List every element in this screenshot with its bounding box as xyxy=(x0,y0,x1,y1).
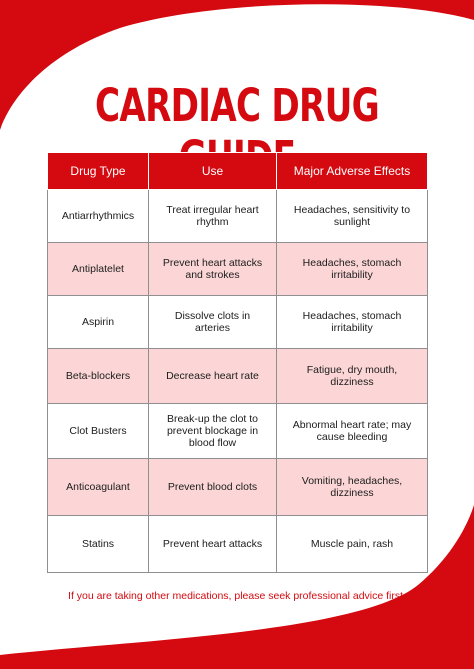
adverse-effects-cell: Abnormal heart rate; may cause bleeding xyxy=(276,403,428,459)
adverse-effects-cell: Headaches, sensitivity to sunlight xyxy=(276,189,428,243)
adverse-effects-cell: Headaches, stomach irritability xyxy=(276,242,428,296)
use-cell: Break-up the clot to prevent blockage in… xyxy=(148,403,277,459)
adverse-effects-cell: Vomiting, headaches, dizziness xyxy=(276,458,428,516)
table-row: Antiarrhythmics Treat irregular heart rh… xyxy=(47,189,428,243)
drug-type-cell: Anticoagulant xyxy=(47,458,149,516)
header-drug-type: Drug Type xyxy=(47,152,149,190)
table-row: Clot Busters Break-up the clot to preven… xyxy=(47,403,428,459)
use-cell: Decrease heart rate xyxy=(148,348,277,404)
use-cell: Prevent blood clots xyxy=(148,458,277,516)
header-use: Use xyxy=(148,152,277,190)
adverse-effects-cell: Fatigue, dry mouth, dizziness xyxy=(276,348,428,404)
drug-type-cell: Antiarrhythmics xyxy=(47,189,149,243)
adverse-effects-cell: Muscle pain, rash xyxy=(276,515,428,573)
table-row: Aspirin Dissolve clots in arteries Heada… xyxy=(47,295,428,349)
table-row: Statins Prevent heart attacks Muscle pai… xyxy=(47,515,428,573)
table-row: Antiplatelet Prevent heart attacks and s… xyxy=(47,242,428,296)
table-row: Beta-blockers Decrease heart rate Fatigu… xyxy=(47,348,428,404)
use-cell: Dissolve clots in arteries xyxy=(148,295,277,349)
use-cell: Prevent heart attacks and strokes xyxy=(148,242,277,296)
table-header-row: Drug Type Use Major Adverse Effects xyxy=(47,152,428,190)
drug-type-cell: Beta-blockers xyxy=(47,348,149,404)
advice-footnote: If you are taking other medications, ple… xyxy=(68,590,406,602)
drug-type-cell: Antiplatelet xyxy=(47,242,149,296)
use-cell: Treat irregular heart rhythm xyxy=(148,189,277,243)
drug-type-cell: Statins xyxy=(47,515,149,573)
drug-type-cell: Clot Busters xyxy=(47,403,149,459)
drug-guide-table: Drug Type Use Major Adverse Effects Anti… xyxy=(47,152,428,573)
bottom-right-red-swoosh xyxy=(0,505,474,669)
header-adverse-effects: Major Adverse Effects xyxy=(276,152,428,190)
table-row: Anticoagulant Prevent blood clots Vomiti… xyxy=(47,458,428,516)
adverse-effects-cell: Headaches, stomach irritability xyxy=(276,295,428,349)
top-left-red-swoosh xyxy=(0,0,474,130)
use-cell: Prevent heart attacks xyxy=(148,515,277,573)
drug-type-cell: Aspirin xyxy=(47,295,149,349)
